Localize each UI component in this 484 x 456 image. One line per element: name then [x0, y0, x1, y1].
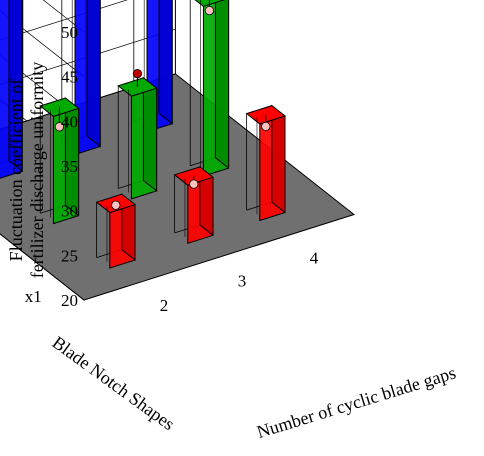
bar-side-face: [214, 0, 230, 170]
z-axis-title-line-2: fertilizer discharge uniformity: [27, 62, 47, 279]
bar-x1-4: [245, 104, 287, 222]
x-tick-label: 2: [160, 296, 169, 315]
value-marker: [132, 68, 142, 79]
y-axis-title: Blade Notch Shapes: [49, 332, 179, 434]
bar-x2-3: [117, 68, 158, 200]
z-tick-label: 30: [61, 202, 78, 221]
bar-side-face: [271, 104, 286, 214]
z-tick-label: 45: [61, 68, 78, 87]
bars: [0, 0, 287, 269]
gridline-z: [0, 99, 85, 167]
z-tick-label: 25: [61, 246, 78, 265]
gridline-z: [0, 10, 85, 77]
z-axis-title-line-1: Fluctuation coefficient of: [6, 79, 26, 262]
value-marker: [261, 121, 271, 132]
bar-side-face: [158, 0, 173, 125]
value-marker: [189, 179, 199, 189]
bar-x3-3: [61, 0, 101, 156]
value-marker: [111, 200, 121, 210]
z-tick-label: 40: [61, 112, 78, 131]
z-tick-label: 20: [61, 291, 78, 310]
bar-x1-2: [95, 193, 137, 269]
x-axis-title: Number of cyclic blade gaps: [254, 362, 458, 442]
x-tick-label: 3: [238, 271, 247, 290]
value-marker: [54, 122, 65, 132]
bar-x2-4: [189, 0, 230, 177]
bar-side-face: [86, 0, 101, 148]
bar-side-face: [142, 76, 158, 192]
bar-x1-3: [173, 165, 215, 244]
bar-x3-2: [0, 0, 23, 179]
x-tick-label: 4: [310, 249, 319, 268]
z-tick-label: 35: [61, 157, 78, 176]
bar-x2-2: [39, 96, 80, 225]
gridline-z: [0, 54, 85, 122]
bar-top-face: [245, 105, 287, 125]
value-marker: [204, 5, 214, 16]
bar-side-face: [8, 0, 23, 173]
z-tick-label: 50: [61, 23, 78, 42]
y-tick-label: x1: [25, 287, 42, 306]
